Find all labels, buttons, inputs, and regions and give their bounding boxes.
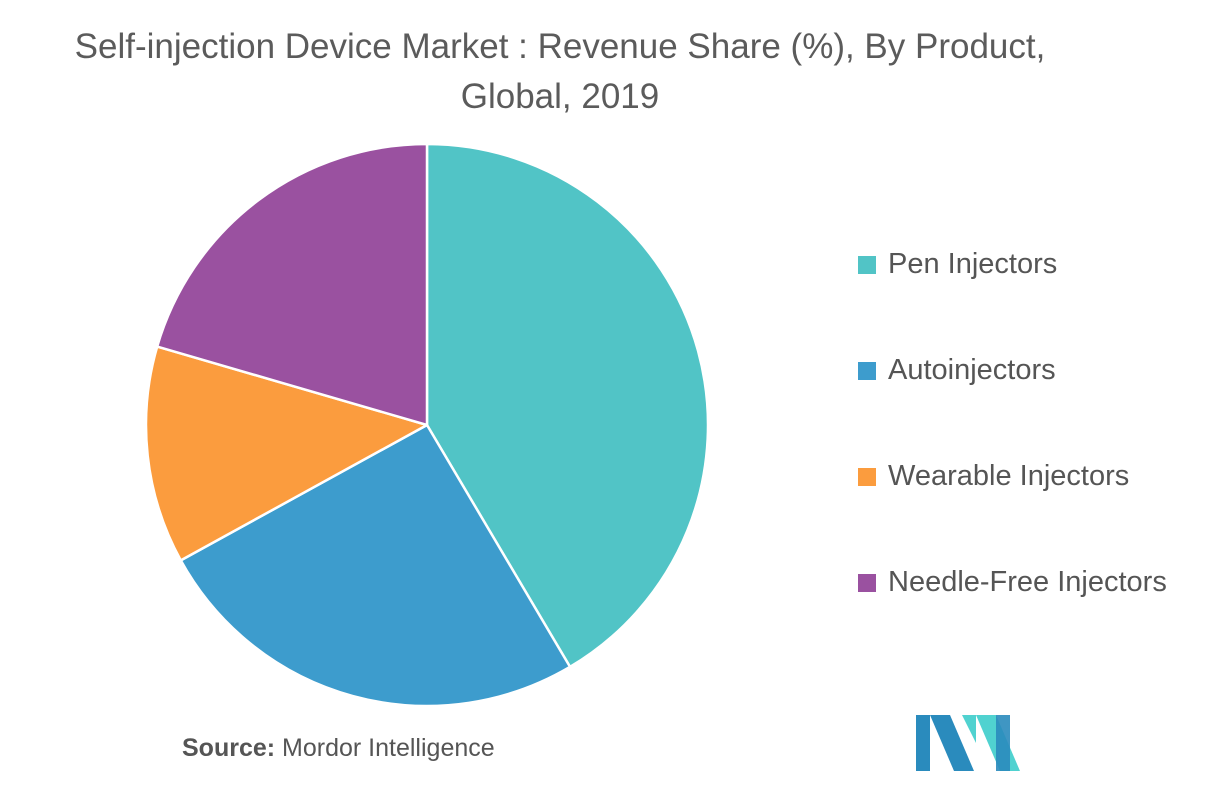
logo-middle-light <box>962 715 976 743</box>
legend-swatch-autoinjectors <box>858 362 876 380</box>
source-note: Source: Mordor Intelligence <box>182 734 495 763</box>
logo-right-bar <box>996 715 1010 771</box>
legend-label-needle-free-injectors: Needle-Free Injectors <box>888 566 1167 598</box>
pie-slice-pen-injectors <box>425 142 710 669</box>
legend-swatch-wearable-injectors <box>858 468 876 486</box>
legend-label-pen-injectors: Pen Injectors <box>888 248 1058 280</box>
mordor-intelligence-logo <box>916 715 1020 771</box>
logo-left-bar <box>916 715 930 771</box>
chart-title: Self-injection Device Market : Revenue S… <box>74 27 1046 116</box>
legend-label-autoinjectors: Autoinjectors <box>888 354 1056 386</box>
pie-slice-wearable-injectors <box>144 345 429 562</box>
legend-swatch-pen-injectors <box>858 256 876 274</box>
source-key: Source: <box>182 734 276 762</box>
legend-swatch-needle-free-injectors <box>858 574 876 592</box>
logo-diagonal-dark <box>930 715 974 771</box>
pie-slice-autoinjectors <box>179 423 572 708</box>
pie-slice-needle-free-injectors <box>155 142 429 427</box>
source-value: Mordor Intelligence <box>282 734 495 762</box>
legend-label-wearable-injectors: Wearable Injectors <box>888 460 1130 492</box>
